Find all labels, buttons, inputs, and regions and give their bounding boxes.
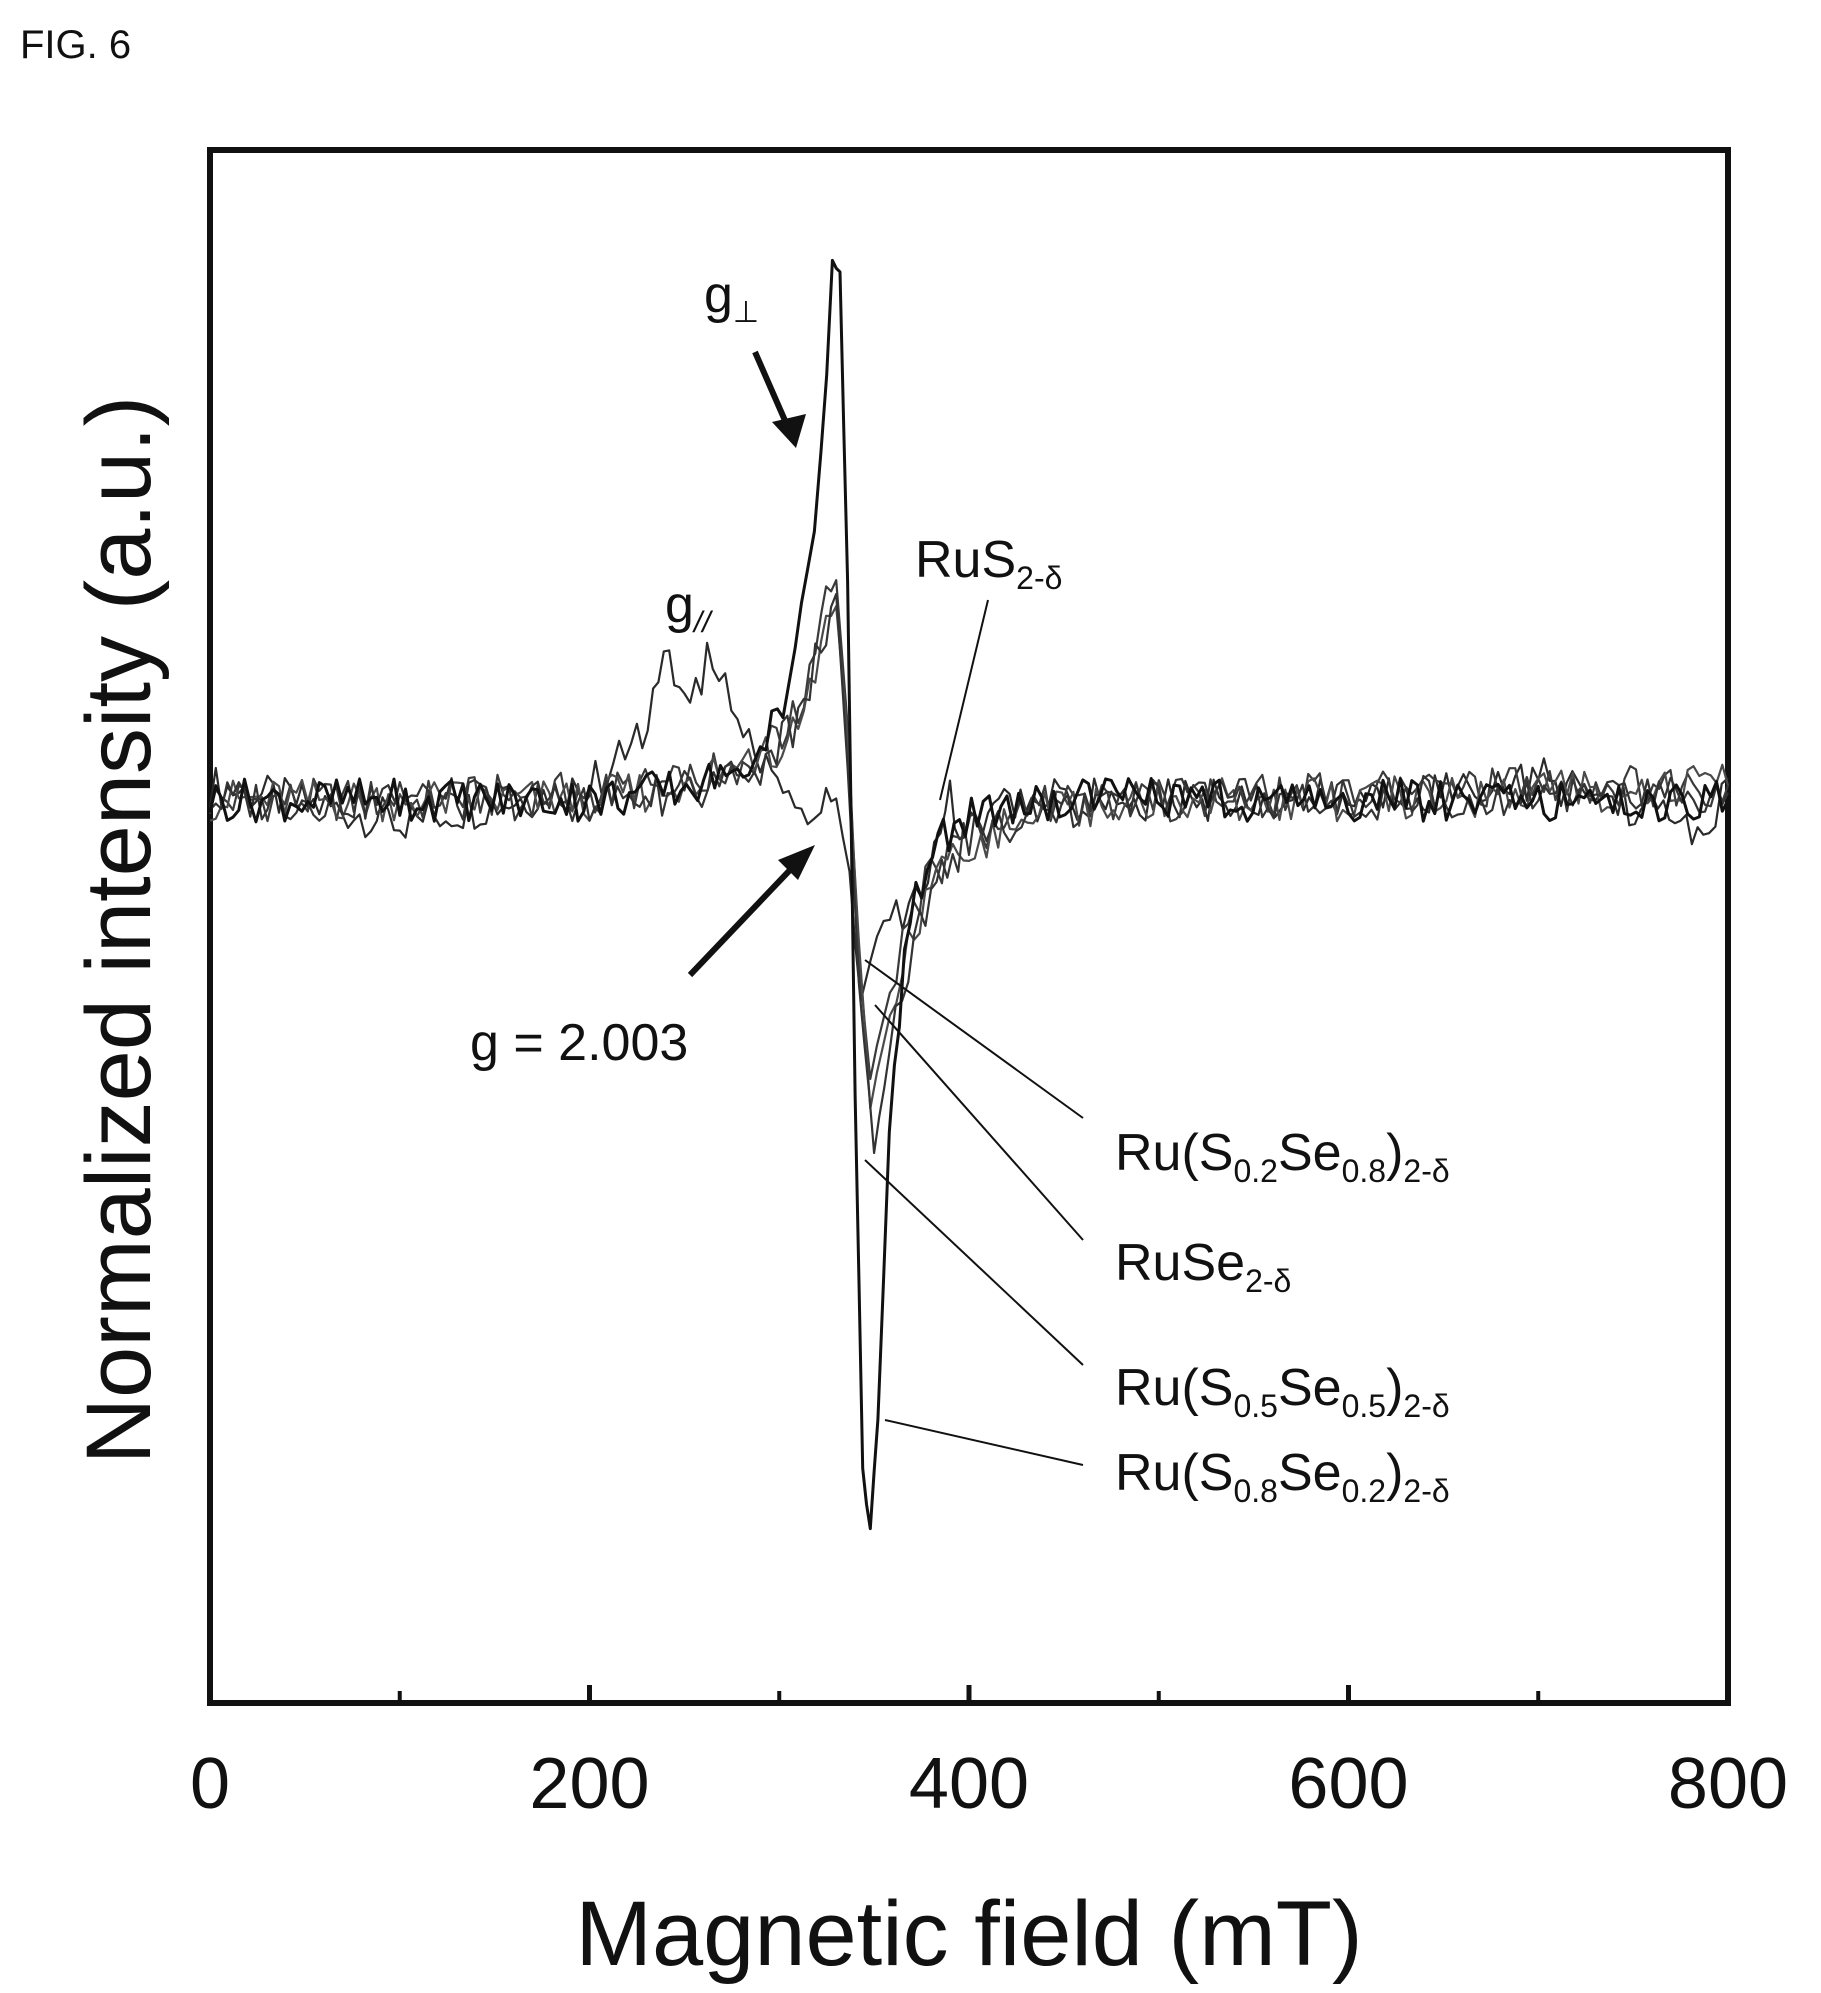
s05se05-sub2: 0.5 xyxy=(1342,1388,1386,1424)
series-label-s05se05: Ru(S0.5Se0.5)2-δ xyxy=(864,1159,1450,1424)
x-tick-label: 800 xyxy=(1668,1744,1788,1824)
series-label-s02se08: Ru(S0.2Se0.8)2-δ xyxy=(864,959,1450,1189)
ruse2-label-sub: 2-δ xyxy=(1245,1263,1291,1299)
series-lines xyxy=(208,258,1730,1531)
s05se05-main: Ru(S xyxy=(1115,1359,1233,1417)
s08se02-sub2: 0.2 xyxy=(1342,1473,1386,1509)
ruse2-label-main: RuSe xyxy=(1115,1234,1245,1292)
s08se02-end: ) xyxy=(1386,1444,1403,1502)
svg-text:g⊥: g⊥ xyxy=(704,266,759,329)
y-axis-label: Normalized intensity (a.u.) xyxy=(68,396,170,1465)
s02se08-sub1: 0.2 xyxy=(1233,1153,1277,1189)
s02se08-leader-line xyxy=(864,959,1084,1119)
svg-text:RuS2-δ: RuS2-δ xyxy=(915,531,1062,596)
plot-frame xyxy=(207,147,1731,1706)
x-axis-tick-labels: 0 200 400 600 800 xyxy=(190,1744,1788,1824)
svg-text:g//: g// xyxy=(665,576,713,639)
s08se02-mid: Se xyxy=(1278,1444,1342,1502)
g-value-text: g = 2.003 xyxy=(470,1014,688,1072)
series-label-ruse2: RuSe2-δ xyxy=(874,1004,1291,1299)
series-label-s08se02: Ru(S0.8Se0.2)2-δ xyxy=(884,1419,1450,1509)
x-axis-ticks xyxy=(207,1685,1731,1703)
s02se08-main: Ru(S xyxy=(1115,1124,1233,1182)
s08se02-main: Ru(S xyxy=(1115,1444,1233,1502)
g-perp-sub: ⊥ xyxy=(733,296,759,329)
series-s08se02-line xyxy=(208,258,1730,1531)
rus2-label-sub: 2-δ xyxy=(1016,560,1062,596)
figure-label: FIG. 6 xyxy=(20,23,131,67)
x-axis-label: Magnetic field (mT) xyxy=(575,1883,1362,1985)
s08se02-sub1: 0.8 xyxy=(1233,1473,1277,1509)
g-perp-arrow-head xyxy=(772,414,806,448)
g-value-arrow-shaft xyxy=(687,867,793,978)
x-tick-label: 600 xyxy=(1288,1744,1408,1824)
x-tick-label: 200 xyxy=(529,1744,649,1824)
s02se08-sub2: 0.8 xyxy=(1342,1153,1386,1189)
s08se02-leader-line xyxy=(884,1419,1084,1466)
svg-text:Ru(S0.5Se0.5)2-δ: Ru(S0.5Se0.5)2-δ xyxy=(1115,1359,1450,1424)
series-label-rus2: RuS2-δ xyxy=(915,531,1062,801)
rus2-label-main: RuS xyxy=(915,531,1016,589)
g-par-main: g xyxy=(665,576,694,634)
s02se08-end: ) xyxy=(1386,1124,1403,1182)
svg-text:Ru(S0.8Se0.2)2-δ: Ru(S0.8Se0.2)2-δ xyxy=(1115,1444,1450,1509)
s05se05-mid: Se xyxy=(1278,1359,1342,1417)
svg-text:Ru(S0.2Se0.8)2-δ: Ru(S0.2Se0.8)2-δ xyxy=(1115,1124,1450,1189)
g-value-arrow-head xyxy=(778,845,815,880)
g-perp-main: g xyxy=(704,266,733,324)
annotation-g-par: g// xyxy=(665,576,713,639)
s08se02-sub3: 2-δ xyxy=(1403,1473,1449,1509)
x-tick-label: 0 xyxy=(190,1744,230,1824)
s05se05-sub1: 0.5 xyxy=(1233,1388,1277,1424)
annotation-g-perp: g⊥ xyxy=(704,266,806,448)
g-par-sub: // xyxy=(692,606,713,639)
rus2-leader-line xyxy=(939,599,989,801)
s05se05-leader-line xyxy=(864,1159,1084,1366)
s05se05-end: ) xyxy=(1386,1359,1403,1417)
svg-text:RuSe2-δ: RuSe2-δ xyxy=(1115,1234,1291,1299)
annotation-g-value: g = 2.003 xyxy=(470,845,815,1072)
ruse2-leader-line xyxy=(874,1004,1084,1241)
x-tick-label: 400 xyxy=(909,1744,1029,1824)
s02se08-mid: Se xyxy=(1278,1124,1342,1182)
s05se05-sub3: 2-δ xyxy=(1403,1388,1449,1424)
g-perp-arrow-shaft xyxy=(752,350,793,434)
series-s02se08-line xyxy=(208,579,1730,1081)
s02se08-sub3: 2-δ xyxy=(1403,1153,1449,1189)
